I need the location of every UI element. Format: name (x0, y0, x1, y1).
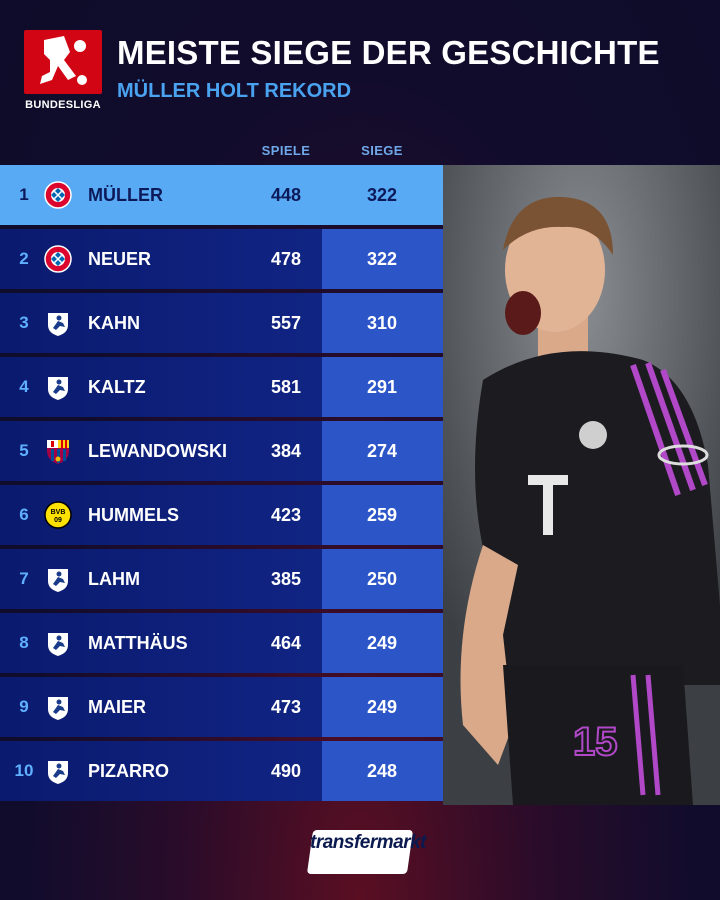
transfermarkt-logo: transfermarkt (306, 830, 427, 874)
siege-value: 322 (366, 249, 398, 269)
siege-cell-background (322, 229, 443, 289)
player-name: LAHM (88, 569, 140, 589)
table-row: 10 PIZARRO 490 248 (0, 741, 443, 801)
spiele-value: 385 (270, 569, 302, 589)
player-shield-icon (44, 629, 72, 657)
table-row: 4 KALTZ 581 291 (0, 357, 443, 417)
column-header-siege: SIEGE (361, 143, 403, 158)
table-row: 1 MÜLLER 448 322 (0, 165, 443, 225)
transfermarkt-logo-text: transfermarkt (310, 832, 427, 853)
player-name: PIZARRO (88, 761, 169, 781)
player-name: NEUER (88, 249, 152, 269)
ranking-table: 1 MÜLLER 448 322 2 NEUER 478 322 3 KAHN 557 310 4 KAL… (0, 165, 443, 805)
svg-text:15: 15 (573, 720, 618, 764)
player-shield-icon (44, 757, 72, 785)
celebrating-player-illustration: 15 (443, 165, 720, 805)
siege-value: 274 (366, 441, 398, 461)
rank-number: 9 (19, 697, 29, 716)
siege-value: 291 (366, 377, 398, 397)
fc-bayern-crest (44, 245, 72, 273)
player-name: MAIER (88, 697, 146, 717)
header: BUNDESLIGA MEISTE SIEGE DER GESCHICHTE M… (0, 0, 720, 158)
table-row: 3 KAHN 557 310 (0, 293, 443, 353)
bundesliga-logo (24, 30, 102, 94)
rank-number: 1 (19, 185, 29, 204)
page-subtitle: MÜLLER HOLT REKORD (117, 80, 352, 102)
table-row: 9 MAIER 473 249 (0, 677, 443, 737)
spiele-value: 448 (270, 185, 302, 205)
spiele-value: 384 (270, 441, 302, 461)
spiele-value: 478 (270, 249, 302, 269)
spiele-value: 464 (270, 633, 302, 653)
table-row: 8 MATTHÄUS 464 249 (0, 613, 443, 673)
siege-cell-background (322, 549, 443, 609)
rank-number: 8 (19, 633, 29, 652)
siege-cell-background (322, 165, 443, 225)
table-row: 5 LEWANDOWSKI 384 274 (0, 421, 443, 481)
siege-cell-background (322, 741, 443, 801)
player-shield-icon (44, 565, 72, 593)
player-shield-icon (44, 373, 72, 401)
siege-cell-background (322, 485, 443, 545)
siege-cell-background (322, 677, 443, 737)
rank-number: 6 (19, 505, 29, 524)
siege-value: 249 (366, 633, 398, 653)
rank-number: 7 (19, 569, 29, 588)
siege-value: 249 (366, 697, 398, 717)
player-shield-icon (44, 693, 72, 721)
spiele-value: 473 (270, 697, 302, 717)
table-row: 7 LAHM 385 250 (0, 549, 443, 609)
bvb-crest: BVB 09 (44, 501, 72, 529)
player-name: MATTHÄUS (88, 633, 188, 653)
siege-value: 250 (366, 569, 398, 589)
bundesliga-player-icon (40, 36, 87, 85)
siege-cell-background (322, 421, 443, 481)
svg-text:09: 09 (54, 517, 62, 524)
player-photo: 15 (443, 165, 720, 805)
page-title: MEISTE SIEGE DER GESCHICHTE (117, 34, 660, 71)
rank-number: 5 (19, 441, 29, 460)
siege-cell-background (322, 293, 443, 353)
siege-value: 259 (366, 505, 398, 525)
table-row: 6 BVB 09 HUMMELS 423 259 (0, 485, 443, 545)
table-row: 2 NEUER 478 322 (0, 229, 443, 289)
spiele-value: 557 (270, 313, 302, 333)
player-name: KAHN (88, 313, 140, 333)
player-name: MÜLLER (88, 185, 163, 205)
svg-text:BVB: BVB (51, 509, 66, 516)
siege-value: 322 (366, 185, 398, 205)
player-name: HUMMELS (88, 505, 179, 525)
fc-barcelona-crest (44, 437, 72, 465)
rank-number: 4 (19, 377, 29, 396)
rank-number: 2 (19, 249, 29, 268)
fc-bayern-crest (44, 181, 72, 209)
siege-value: 310 (366, 313, 398, 333)
siege-cell-background (322, 613, 443, 673)
spiele-value: 490 (270, 761, 302, 781)
siege-value: 248 (366, 761, 398, 781)
column-header-spiele: SPIELE (261, 143, 311, 158)
spiele-value: 423 (270, 505, 302, 525)
player-shield-icon (44, 309, 72, 337)
player-name: LEWANDOWSKI (88, 441, 227, 461)
siege-cell-background (322, 357, 443, 417)
spiele-value: 581 (270, 377, 302, 397)
player-name: KALTZ (88, 377, 146, 397)
rank-number: 10 (14, 761, 34, 780)
rank-number: 3 (19, 313, 29, 332)
bundesliga-logo-text: BUNDESLIGA (25, 99, 101, 111)
